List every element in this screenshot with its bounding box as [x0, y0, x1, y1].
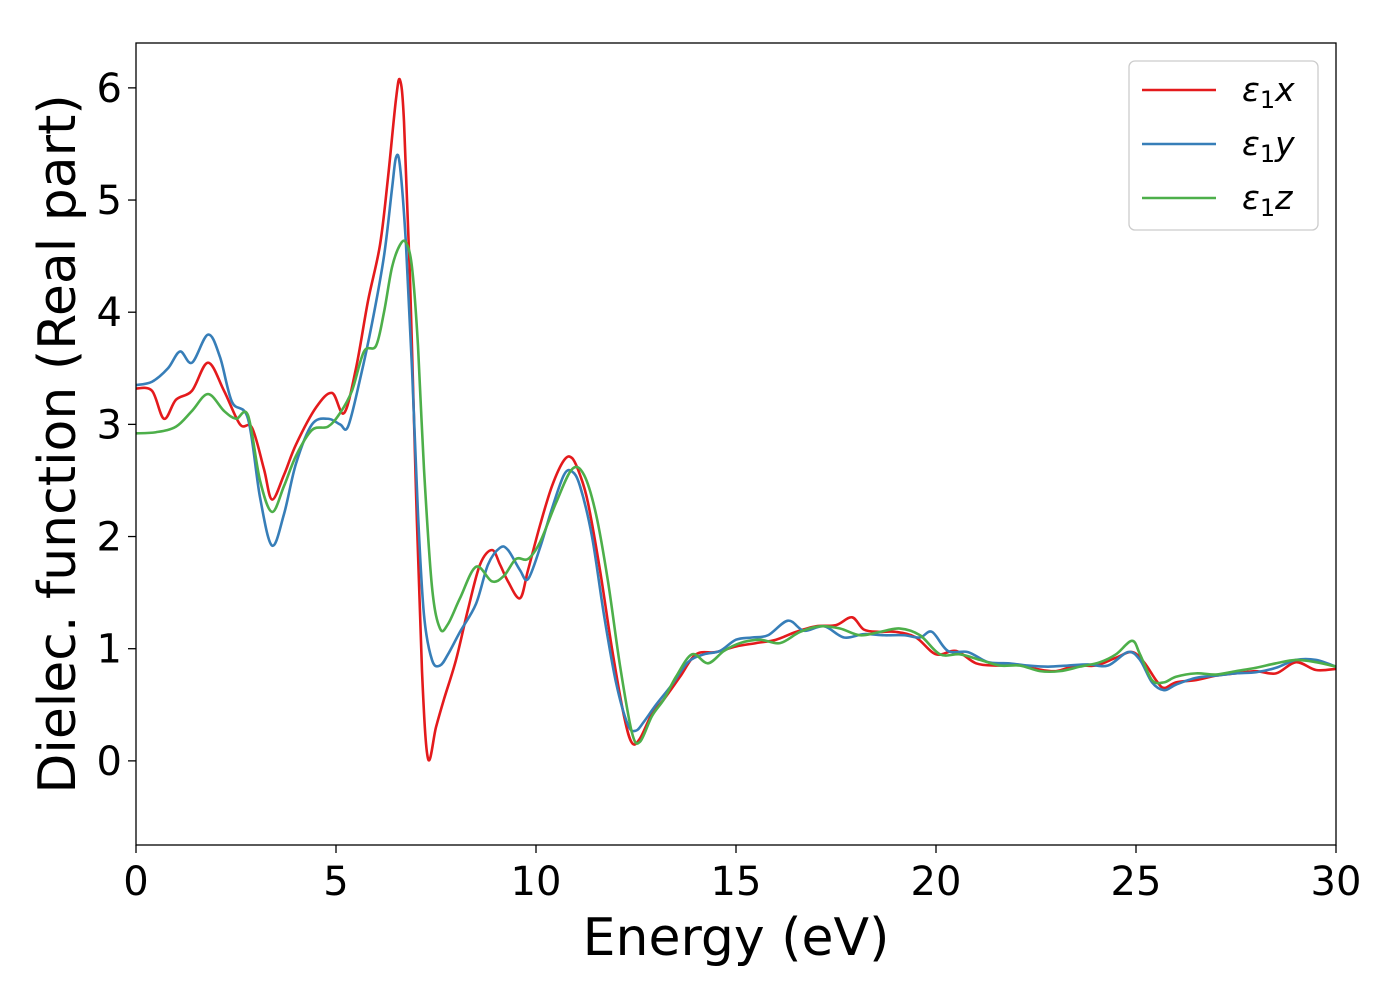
legend-label-eps1y: ε1y [1242, 124, 1295, 168]
series-line-eps1z [136, 239, 1336, 745]
legend: ε1x ε1y ε1z [1128, 60, 1319, 231]
axes-layer: 0 5 10 15 20 25 30 0 1 2 3 4 5 6 [97, 42, 1362, 905]
y-tick-label: 0 [97, 739, 122, 785]
x-tick-label: 5 [323, 859, 348, 905]
y-axis-label: Dielec. function (Real part) [28, 94, 88, 793]
series-layer [136, 77, 1336, 762]
y-tick-label: 2 [97, 515, 122, 561]
x-tick-label: 15 [711, 859, 762, 905]
y-tick-label: 1 [97, 627, 122, 673]
y-tick-label: 6 [97, 66, 122, 112]
y-tick-label: 5 [97, 178, 122, 224]
x-tick-label: 25 [1111, 859, 1162, 905]
x-tick-label: 10 [511, 859, 562, 905]
legend-label-eps1x: ε1x [1242, 70, 1295, 114]
x-axis-label: Energy (eV) [583, 908, 890, 968]
y-tick-label: 4 [97, 290, 122, 336]
x-tick-label: 0 [123, 859, 148, 905]
x-tick-label: 20 [911, 859, 962, 905]
x-tick-label: 30 [1311, 859, 1362, 905]
legend-label-eps1z: ε1z [1242, 178, 1293, 222]
y-tick-label: 3 [97, 402, 122, 448]
legend-box [1128, 60, 1319, 231]
